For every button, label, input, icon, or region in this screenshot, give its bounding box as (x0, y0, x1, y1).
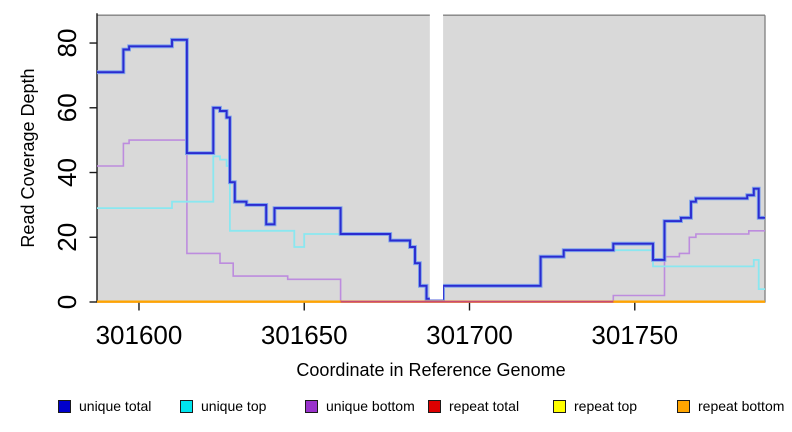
x-tick-label: 301750 (591, 320, 678, 350)
x-tick-label: 301700 (426, 320, 513, 350)
unique-top-swatch-icon (180, 399, 193, 413)
repeat-total-swatch-icon (428, 399, 441, 413)
legend-item-unique-top: unique top (180, 395, 266, 417)
repeat-top-swatch-icon (553, 399, 566, 413)
legend-label: repeat top (574, 398, 638, 414)
legend-label: unique bottom (326, 398, 415, 414)
y-axis-label: Read Coverage Depth (18, 68, 38, 247)
legend-item-repeat-bottom: repeat bottom (677, 395, 784, 417)
repeat-bottom-swatch-icon (677, 399, 690, 413)
x-tick-label: 301650 (261, 320, 348, 350)
y-tick-label: 0 (52, 295, 82, 309)
series-unique-total-line (97, 38, 765, 300)
y-tick-label: 40 (52, 158, 82, 187)
y-tick-label: 80 (52, 29, 82, 58)
legend-item-repeat-total: repeat total (428, 395, 519, 417)
plot-area: 301600 301650 301700 301750 0 20 40 60 80 (52, 9, 766, 350)
unique-total-swatch-icon (58, 399, 71, 413)
legend-label: repeat bottom (698, 398, 785, 414)
legend-item-unique-total: unique total (58, 395, 151, 417)
legend-label: repeat total (449, 398, 520, 414)
y-tick-label: 60 (52, 93, 82, 122)
x-tick-label: 301600 (96, 320, 183, 350)
unique-bottom-swatch-icon (305, 399, 318, 413)
x-axis-label: Coordinate in Reference Genome (296, 360, 565, 380)
legend-item-repeat-top: repeat top (553, 395, 637, 417)
no-data-gap-band (429, 9, 444, 300)
series-unique-bottom-line (97, 139, 765, 303)
legend-label: unique total (79, 398, 152, 414)
legend-item-unique-bottom: unique bottom (305, 395, 415, 417)
y-tick-label: 20 (52, 223, 82, 252)
legend-label: unique top (201, 398, 267, 414)
plot-legend: unique total unique top unique bottom re… (0, 395, 792, 419)
